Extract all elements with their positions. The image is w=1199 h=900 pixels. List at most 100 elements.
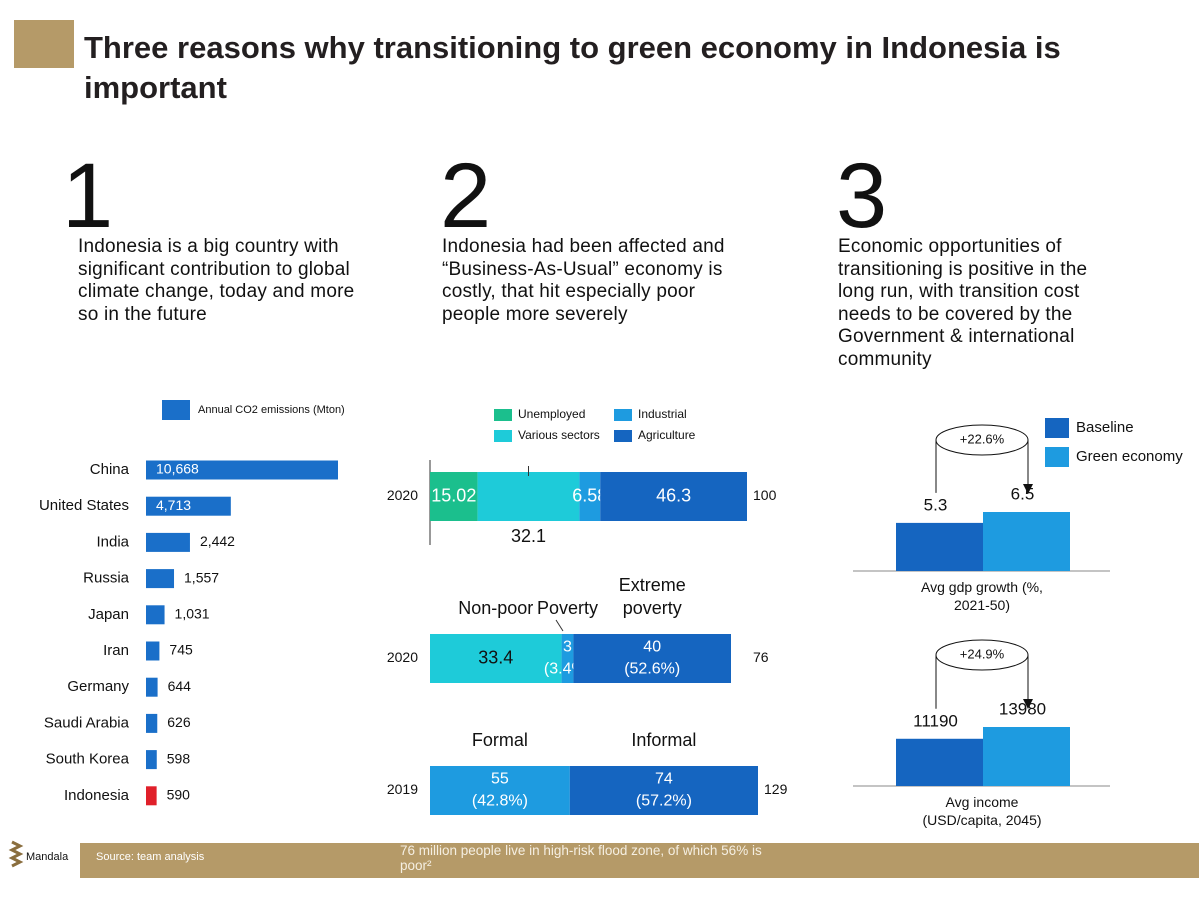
bar <box>146 605 165 625</box>
segment-value: 46.3 <box>656 485 691 505</box>
category-label: Japan <box>88 606 129 623</box>
value-label: 1,031 <box>175 606 210 622</box>
legend-label: Agriculture <box>638 428 696 442</box>
reason-number: 3 <box>836 145 888 247</box>
annotation-label: +24.9% <box>960 646 1005 661</box>
source: Source: team analysis <box>96 851 205 863</box>
logo-text: Mandala <box>26 851 69 863</box>
segment-share: (42.8%) <box>472 793 528 810</box>
reason-text: Indonesia is a big country with signific… <box>78 236 355 325</box>
segment-value: 32.1 <box>511 526 546 546</box>
reason-text: Economic opportunities of transitioning … <box>838 236 1088 370</box>
category-label: Germany <box>67 678 129 695</box>
segment-name: Non-poor <box>458 598 534 618</box>
annotation-arrow <box>1023 699 1033 709</box>
bar-segment <box>430 634 562 683</box>
legend-label: Annual CO2 emissions (Mton) <box>198 404 345 416</box>
category-label: India <box>96 533 129 550</box>
value-label: 10,668 <box>156 461 199 477</box>
bar <box>146 569 175 589</box>
legend-swatch <box>1045 418 1069 438</box>
bar <box>896 522 983 571</box>
bar-segment <box>569 766 758 815</box>
bar <box>146 677 158 697</box>
category-label: Indonesia <box>64 787 130 804</box>
reason-text: Indonesia had been affected and “Busines… <box>442 236 725 325</box>
leader <box>555 619 564 632</box>
total-label: 129 <box>764 781 788 797</box>
annotation-arrow <box>1023 484 1033 494</box>
segment-name: Informal <box>631 730 697 750</box>
value-label: 5.3 <box>924 495 948 514</box>
value-label: 1,557 <box>184 569 219 585</box>
total-label: 100 <box>753 487 777 503</box>
legend-swatch <box>614 430 632 442</box>
segment-value: 33.4 <box>478 647 513 667</box>
legend-swatch <box>494 430 512 442</box>
chart-caption: Avg gdp growth (%, 2021-50) <box>921 579 1043 613</box>
bar-segment <box>561 634 574 683</box>
year-label: 2020 <box>387 487 418 503</box>
value-label: 626 <box>167 714 191 730</box>
total-label: 76 <box>753 649 769 665</box>
bar-segment <box>579 472 601 521</box>
value-label: 2,442 <box>200 533 235 549</box>
value-label: 590 <box>167 787 191 803</box>
legend-swatch <box>1045 447 1069 467</box>
value-label: 4,713 <box>156 497 191 513</box>
bar-segment <box>477 472 580 521</box>
bar <box>146 460 338 480</box>
segment-value: 55 <box>491 771 509 788</box>
title-accent <box>14 20 74 68</box>
value-label: 644 <box>168 678 192 694</box>
annotation-ellipse <box>935 639 1029 671</box>
category-label: Russia <box>83 570 130 587</box>
category-label: China <box>90 461 130 478</box>
legend-label: Various sectors <box>518 428 600 442</box>
footer-bar <box>80 843 1199 878</box>
bar <box>146 786 157 806</box>
value-label: 598 <box>167 750 191 766</box>
reason-number: 1 <box>62 145 114 247</box>
legend-swatch <box>614 409 632 421</box>
category-label: Iran <box>103 642 129 659</box>
category-label: United States <box>39 497 129 514</box>
segment-share: (52.6%) <box>624 661 680 678</box>
bar <box>146 532 190 552</box>
bar-segment <box>600 472 747 521</box>
bar <box>146 713 158 733</box>
title: Three reasons why transitioning to green… <box>84 30 1061 105</box>
segment-value: 6.58 <box>572 485 607 505</box>
legend-label: Green economy <box>1076 448 1183 465</box>
bar <box>146 641 160 661</box>
segment-share: (57.2%) <box>636 793 692 810</box>
reason-number: 2 <box>440 145 492 247</box>
bar <box>146 496 231 516</box>
year-label: 2019 <box>387 781 418 797</box>
year-label: 2020 <box>387 649 418 665</box>
legend-swatch <box>162 400 190 420</box>
bar <box>146 750 157 770</box>
value-label: 11190 <box>913 711 958 730</box>
chart-caption: Avg income (USD/capita, 2045) <box>922 794 1042 828</box>
segment-value: 74 <box>655 771 673 788</box>
segment-value: 3 <box>563 639 572 656</box>
segment-value: 15.02 <box>431 485 476 505</box>
bar <box>983 512 1070 571</box>
bar-segment <box>430 472 478 521</box>
segment-value: 40 <box>643 639 661 656</box>
segment-name: Poverty <box>536 598 598 618</box>
bar <box>983 727 1070 786</box>
category-label: Saudi Arabia <box>44 714 130 731</box>
legend-label: Unemployed <box>518 407 585 421</box>
value-label: 13980 <box>999 699 1046 718</box>
value-label: 745 <box>169 642 193 658</box>
segment-name: Formal <box>471 730 528 750</box>
annotation-label: +22.6% <box>960 431 1005 446</box>
annotation-ellipse <box>935 424 1029 456</box>
legend-label: Industrial <box>638 407 687 421</box>
legend-label: Baseline <box>1076 419 1134 436</box>
category-label: South Korea <box>46 751 130 768</box>
